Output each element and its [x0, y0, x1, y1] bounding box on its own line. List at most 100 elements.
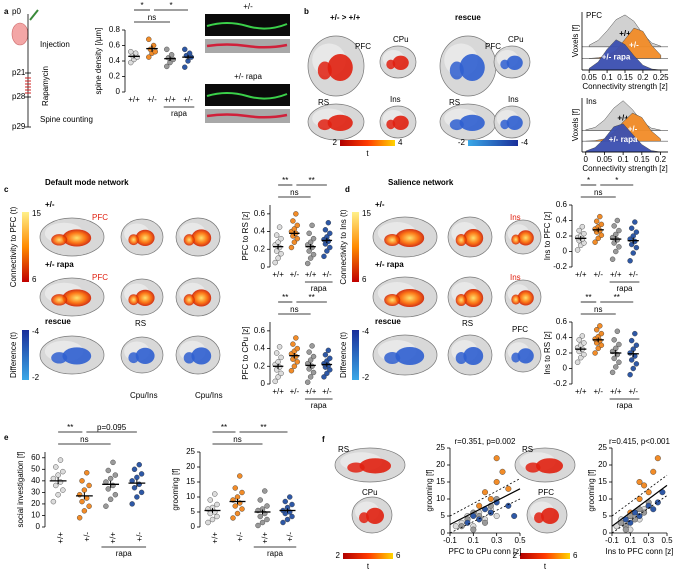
y-tick-label: 0.2: [109, 72, 121, 81]
x-tick-label: 0.05: [597, 155, 613, 164]
data-point: [476, 502, 483, 509]
data-point: [55, 472, 61, 478]
data-point: [574, 247, 581, 253]
activation: [191, 347, 212, 365]
data-point: [239, 489, 245, 496]
data-point: [630, 250, 636, 256]
significance-label: **: [221, 423, 227, 432]
data-point: [627, 258, 633, 264]
data-point: [470, 526, 477, 533]
panel-letter: d: [345, 185, 350, 194]
data-point: [310, 251, 317, 258]
category-label: +/-: [286, 532, 295, 542]
x-tick-label: 0.1: [468, 536, 480, 545]
data-point: [288, 368, 295, 374]
data-point: [276, 344, 283, 350]
density-area: [585, 123, 661, 153]
activation: [51, 234, 68, 246]
category-label: +/+: [261, 532, 270, 544]
data-point: [632, 330, 638, 337]
data-point: [650, 506, 657, 513]
data-point: [611, 337, 617, 343]
activation: [359, 512, 369, 524]
colorbar-tick: 6: [396, 551, 401, 560]
row-label: rescue: [45, 317, 71, 326]
data-point: [288, 244, 295, 251]
activation: [183, 352, 195, 364]
data-point: [294, 359, 300, 365]
data-point: [232, 485, 238, 491]
data-point: [291, 363, 298, 369]
timeline-label: p21: [12, 68, 26, 77]
activation: [386, 119, 396, 130]
timeline-label: Rapamycin: [41, 66, 50, 106]
data-point: [482, 519, 489, 526]
colorbar: [352, 212, 359, 282]
data-point: [262, 488, 268, 494]
colorbar-tick: 2: [513, 551, 518, 560]
region-label: CPu: [362, 488, 378, 497]
y-tick-label: 15: [186, 477, 195, 486]
data-point: [278, 354, 284, 361]
significance-label: **: [67, 423, 73, 432]
activation: [128, 352, 139, 364]
activation: [384, 294, 401, 306]
data-point: [273, 248, 280, 254]
y-tick-label: 20: [31, 499, 40, 508]
data-point: [282, 498, 288, 505]
dendrite: [206, 22, 288, 30]
category-label: +/+: [272, 387, 284, 396]
data-point: [60, 468, 66, 475]
image-label: +/- rapa: [234, 72, 262, 81]
y-tick-label: 25: [436, 443, 445, 452]
activation: [359, 458, 391, 474]
region-label: RS: [449, 98, 460, 107]
category-label: +/+: [272, 270, 284, 279]
category-label: +/-: [322, 270, 332, 279]
series-label: +/+: [617, 114, 629, 123]
significance-label: ns: [80, 435, 88, 444]
data-point: [628, 337, 635, 344]
region-label: PFC: [512, 325, 528, 334]
y-axis-label: spine density [/µm]: [94, 28, 103, 95]
activation: [541, 507, 559, 524]
x-tick-label: 0.1: [602, 73, 614, 82]
x-tick-label: 0.2: [637, 73, 649, 82]
data-point: [273, 350, 280, 356]
colorbar-label: Connectivity to Ins (t): [339, 209, 348, 284]
activation: [392, 55, 409, 70]
activation: [392, 115, 409, 130]
data-point: [86, 482, 92, 489]
row-label: +/-: [45, 200, 55, 209]
data-point: [324, 248, 330, 254]
colorbar-tick: -2: [458, 138, 466, 147]
region-label: Cpu/Ins: [195, 391, 223, 400]
region-label: PFC: [538, 488, 554, 497]
data-point: [493, 455, 500, 462]
data-point: [614, 328, 621, 334]
region-label: Ins: [508, 95, 519, 104]
colorbar-tick: 2: [336, 551, 341, 560]
x-tick-label: -0.1: [605, 536, 619, 545]
data-point: [50, 498, 57, 505]
fit-line: [611, 484, 668, 527]
data-point: [105, 486, 111, 492]
y-tick-label: 0: [191, 522, 196, 531]
timeline-label: p29: [12, 122, 26, 131]
category-label: +/-: [290, 387, 300, 396]
data-point: [574, 359, 581, 365]
activation: [449, 61, 464, 80]
data-point: [79, 498, 85, 505]
series-label: +/+: [619, 29, 631, 38]
data-point: [186, 50, 193, 56]
data-point: [633, 361, 640, 367]
y-tick-label: 20: [186, 462, 195, 471]
data-point: [273, 232, 280, 238]
data-point: [294, 222, 300, 229]
region-label: CPu: [393, 35, 409, 44]
data-point: [632, 219, 638, 225]
data-point: [128, 49, 134, 55]
category-label: +/-: [593, 270, 603, 279]
colorbar-tick: 6: [573, 551, 578, 560]
y-tick-label: 0.8: [109, 25, 121, 34]
